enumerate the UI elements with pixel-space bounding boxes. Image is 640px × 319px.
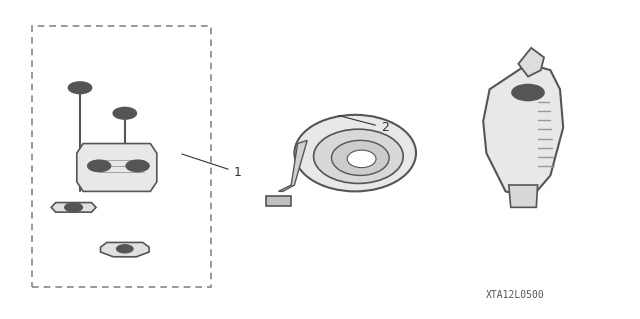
Polygon shape [278, 140, 307, 191]
Circle shape [88, 160, 111, 172]
Circle shape [65, 203, 83, 212]
Polygon shape [483, 64, 563, 198]
Circle shape [520, 89, 536, 96]
Circle shape [75, 85, 85, 90]
Ellipse shape [332, 140, 389, 175]
Polygon shape [509, 185, 538, 207]
Polygon shape [100, 242, 149, 257]
Polygon shape [518, 48, 544, 77]
Circle shape [68, 82, 92, 93]
Circle shape [113, 108, 136, 119]
Circle shape [512, 85, 544, 100]
Polygon shape [266, 196, 291, 206]
Text: 1: 1 [182, 154, 241, 179]
Ellipse shape [314, 129, 403, 183]
Ellipse shape [294, 115, 416, 191]
Ellipse shape [348, 150, 376, 168]
Text: 2: 2 [339, 115, 388, 134]
Circle shape [116, 245, 133, 253]
Circle shape [120, 111, 130, 116]
Polygon shape [77, 144, 157, 191]
Polygon shape [51, 203, 96, 212]
Text: XTA12L0500: XTA12L0500 [486, 290, 545, 300]
Circle shape [126, 160, 149, 172]
